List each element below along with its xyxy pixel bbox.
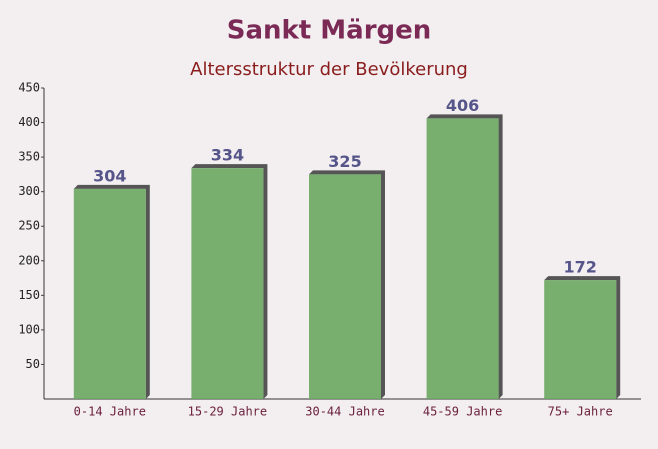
bar: [309, 174, 381, 399]
y-tick-label: 150: [18, 288, 40, 302]
chart-title: Sankt Märgen: [227, 16, 432, 46]
y-tick-label: 100: [18, 322, 40, 336]
y-tick-label: 450: [18, 81, 40, 95]
value-label: 304: [93, 166, 126, 185]
y-tick-label: 300: [18, 184, 40, 198]
bar: [544, 280, 617, 399]
value-label: 334: [211, 146, 244, 165]
x-tick-label: 0-14 Jahre: [74, 405, 146, 419]
value-label: 172: [563, 258, 596, 277]
y-tick-label: 50: [26, 357, 40, 371]
x-tick-label: 15-29 Jahre: [188, 405, 267, 419]
x-tick-label: 30-44 Jahre: [305, 405, 384, 419]
bar: [191, 168, 264, 399]
y-tick-label: 350: [18, 150, 40, 164]
x-tick-label: 45-59 Jahre: [423, 405, 502, 419]
y-tick-label: 250: [18, 219, 40, 233]
value-label: 325: [328, 152, 361, 171]
y-tick-label: 400: [18, 115, 40, 129]
x-tick-label: 75+ Jahre: [548, 405, 613, 419]
bar: [426, 118, 499, 400]
y-tick-label: 200: [18, 253, 40, 267]
value-label: 406: [446, 96, 479, 115]
chart-subtitle: Altersstruktur der Bevölkerung: [190, 59, 468, 80]
bar: [73, 188, 146, 399]
